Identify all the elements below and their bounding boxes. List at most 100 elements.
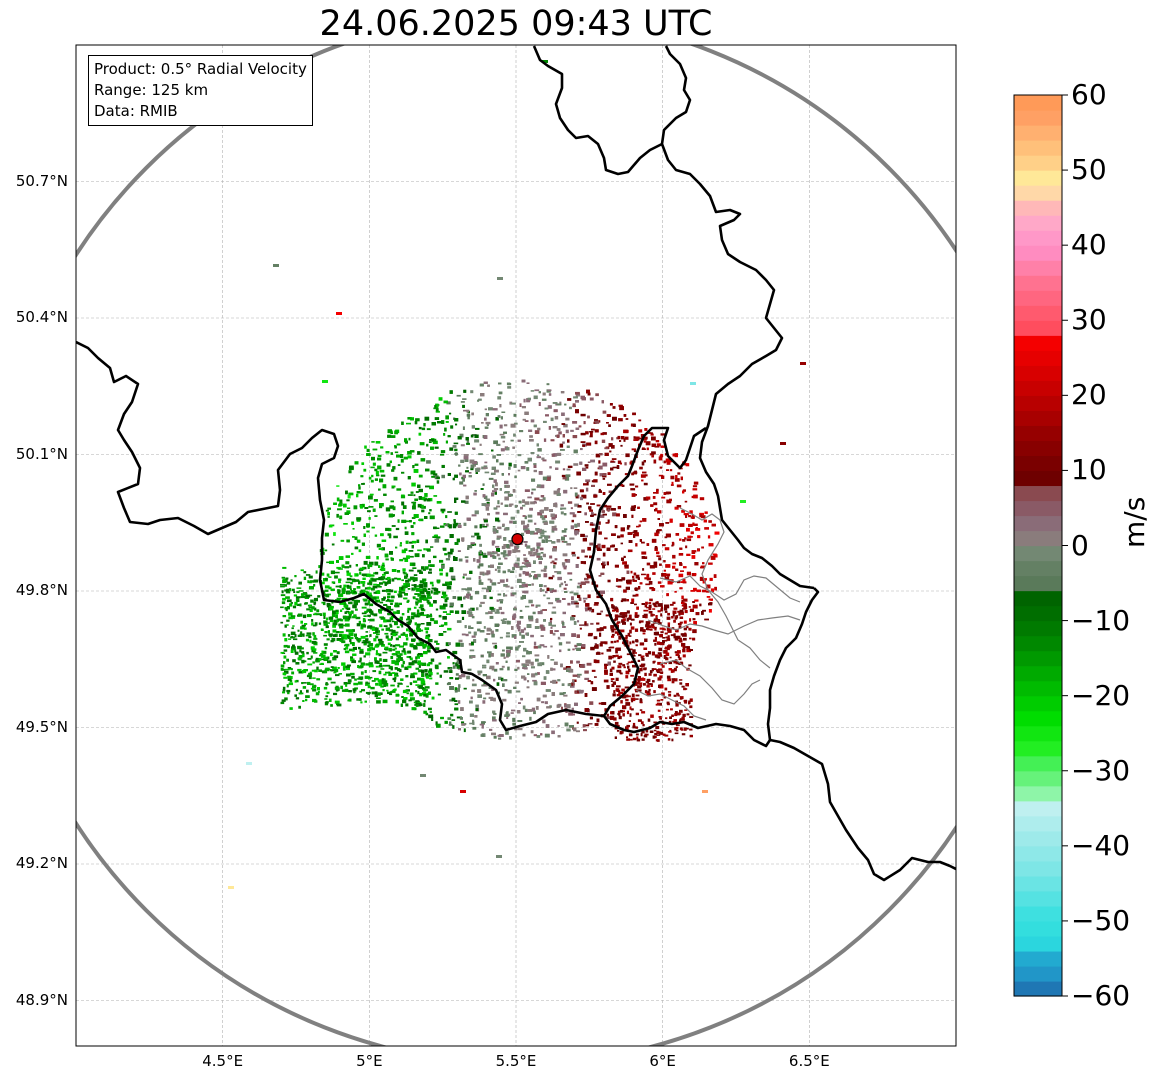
colorbar-band <box>1014 290 1062 306</box>
colorbar-band <box>1014 635 1062 652</box>
colorbar-tickmarks <box>1062 94 1068 997</box>
product-label: Product: 0.5° Radial Velocity <box>94 60 307 78</box>
colorbar-band <box>1014 125 1062 141</box>
colorbar-band <box>1014 485 1062 502</box>
colorbar-unit-label: m/s <box>1118 496 1151 548</box>
map-frame <box>75 44 957 1047</box>
colorbar-band <box>1014 410 1062 426</box>
colorbar-band <box>1014 185 1062 201</box>
x-tick-label: 5.5°E <box>495 1052 537 1070</box>
colorbar-tick-label: 30 <box>1071 303 1107 337</box>
x-tick-label: 4.5°E <box>202 1052 244 1070</box>
colorbar-band <box>1014 950 1062 967</box>
colorbar-band <box>1014 785 1062 802</box>
colorbar-band <box>1014 455 1062 472</box>
colorbar-band <box>1014 875 1062 892</box>
colorbar-band <box>1014 590 1062 607</box>
colorbar-band <box>1014 845 1062 862</box>
colorbar-band <box>1014 320 1062 336</box>
colorbar-band <box>1014 350 1062 366</box>
y-tick-label: 48.9°N <box>15 990 68 1009</box>
colorbar-band <box>1014 935 1062 952</box>
colorbar-band <box>1014 380 1062 396</box>
colorbar-tick-label: 20 <box>1071 378 1107 412</box>
country-borders <box>76 45 956 882</box>
radar-site-marker <box>511 533 524 546</box>
colorbar-tick-label: −20 <box>1071 678 1131 712</box>
colorbar-band <box>1014 965 1062 982</box>
data-source-label: Data: RMIB <box>94 102 178 120</box>
colorbar-band <box>1014 335 1062 351</box>
colorbar-tick-label: −30 <box>1071 753 1131 787</box>
colorbar-tick-label: −50 <box>1071 903 1131 937</box>
y-tick-label: 49.8°N <box>15 581 68 599</box>
colorbar-tick-label: −10 <box>1071 603 1131 637</box>
colorbar-band <box>1014 890 1062 907</box>
border-north <box>532 45 663 176</box>
colorbar-band <box>1014 740 1062 757</box>
colorbar-band <box>1014 710 1062 727</box>
colorbar-band <box>1014 605 1062 622</box>
colorbar-tick-label: 40 <box>1071 228 1107 262</box>
colorbar-band <box>1014 860 1062 877</box>
colorbar-band <box>1014 365 1062 381</box>
colorbar-band <box>1014 815 1062 832</box>
y-tick-label: 49.5°N <box>15 717 68 736</box>
colorbar-band <box>1014 110 1062 126</box>
colorbar-band <box>1014 560 1062 577</box>
colorbar-band <box>1014 620 1062 637</box>
colorbar-band <box>1014 830 1062 847</box>
colorbar-band <box>1014 770 1062 787</box>
colorbar-band <box>1014 800 1062 817</box>
colorbar-tick-label: 60 <box>1071 78 1107 111</box>
border-inner <box>588 426 707 717</box>
colorbar-band <box>1014 575 1062 592</box>
colorbar-tick-label: 10 <box>1071 453 1107 487</box>
border-west <box>76 340 956 882</box>
colorbar-band <box>1014 905 1062 922</box>
colorbar-band <box>1014 650 1062 667</box>
colorbar-band <box>1014 200 1062 216</box>
colorbar-band <box>1014 245 1062 261</box>
y-tick-label: 50.1°N <box>15 444 68 463</box>
colorbar-band <box>1014 140 1062 156</box>
velocity-colorbar <box>1014 95 1062 997</box>
colorbar-band <box>1014 155 1062 171</box>
colorbar-band <box>1014 230 1062 246</box>
radar-echoes <box>228 60 806 889</box>
map-title: 24.06.2025 09:43 UTC <box>319 4 713 44</box>
x-tick-label: 5°E <box>356 1052 383 1070</box>
colorbar-band <box>1014 695 1062 712</box>
y-tick-label: 49.2°N <box>15 854 68 872</box>
colorbar-band <box>1014 530 1062 547</box>
y-tick-label: 50.7°N <box>15 171 68 190</box>
colorbar-tick-label: −40 <box>1071 828 1131 862</box>
admin-borders <box>635 507 801 721</box>
x-tick-label: 6.5°E <box>788 1052 830 1070</box>
colorbar-tick-label: 0 <box>1071 528 1089 562</box>
colorbar-band <box>1014 725 1062 742</box>
colorbar-band <box>1014 95 1062 111</box>
colorbar-band <box>1014 215 1062 231</box>
colorbar-band <box>1014 470 1062 487</box>
colorbar-band <box>1014 545 1062 562</box>
x-tick-label: 6°E <box>649 1052 676 1070</box>
colorbar-band <box>1014 440 1062 456</box>
border-luxembourg-east <box>766 587 820 741</box>
colorbar-band <box>1014 395 1062 411</box>
colorbar-tick-label: −60 <box>1071 979 1131 1012</box>
colorbar-band <box>1014 665 1062 682</box>
colorbar-band <box>1014 260 1062 276</box>
colorbar-band <box>1014 305 1062 321</box>
product-info-box: Product: 0.5° Radial Velocity Range: 125… <box>88 55 313 126</box>
colorbar-band <box>1014 680 1062 697</box>
colorbar-band <box>1014 500 1062 517</box>
y-tick-label: 50.4°N <box>15 308 68 326</box>
colorbar-band <box>1014 980 1062 997</box>
colorbar-band <box>1014 920 1062 937</box>
colorbar-band <box>1014 425 1062 441</box>
colorbar-band <box>1014 170 1062 186</box>
colorbar-band <box>1014 755 1062 772</box>
range-label: Range: 125 km <box>94 81 209 99</box>
